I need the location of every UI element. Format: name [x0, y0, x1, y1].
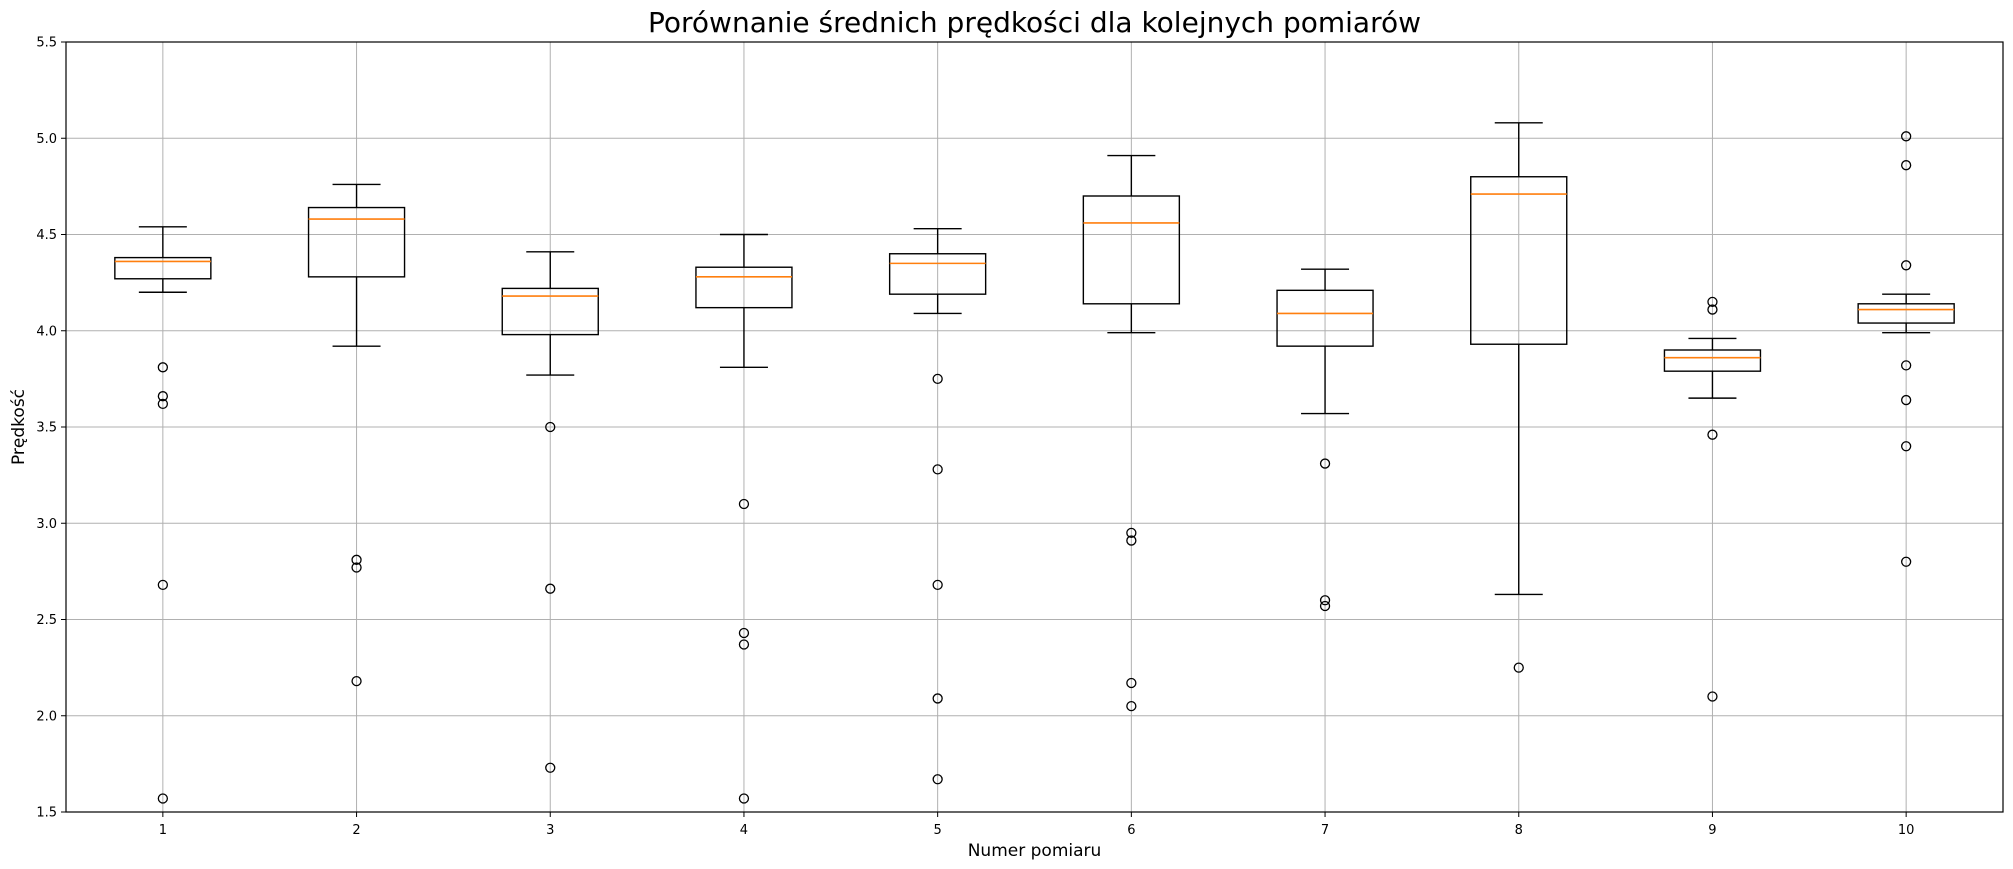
outlier-point [545, 583, 556, 594]
y-tick-label: 3.5 [36, 421, 57, 436]
x-axis-label: Numer pomiaru [968, 841, 1102, 861]
outlier-point [1126, 677, 1137, 689]
outlier-point [1707, 296, 1718, 308]
iqr-box [695, 266, 793, 309]
outlier-point [1901, 394, 1912, 406]
outlier-point [1126, 700, 1137, 712]
outlier-point [1901, 360, 1912, 371]
box-group-3 [501, 251, 599, 773]
x-tick-label: 7 [1321, 823, 1329, 838]
iqr-box [1663, 349, 1762, 372]
iqr-box [501, 287, 599, 336]
outlier-point [738, 498, 750, 510]
outlier-point [1901, 556, 1912, 567]
box-group-9 [1663, 296, 1762, 702]
outlier-point [157, 398, 169, 410]
outlier-point [157, 391, 169, 402]
box-group-5 [888, 228, 987, 785]
y-ticks: 1.5 2.0 2.5 3.0 3.5 4.0 4.5 5.0 5.5 [36, 36, 66, 821]
y-tick-label: 5.0 [36, 132, 57, 147]
x-tick-label: 2 [352, 823, 360, 838]
outlier-point [738, 639, 750, 650]
iqr-box [114, 256, 212, 280]
outlier-point [157, 362, 169, 373]
y-tick-label: 1.5 [36, 806, 57, 821]
outlier-point [1319, 600, 1331, 612]
outlier-point [1707, 304, 1718, 315]
box-group-1 [114, 226, 212, 804]
iqr-box [1082, 195, 1181, 305]
iqr-box [307, 206, 406, 278]
box-group-8 [1470, 122, 1568, 673]
box-group-4 [695, 233, 793, 804]
outlier-point [1901, 131, 1912, 142]
x-tick-label: 6 [1127, 823, 1135, 838]
outlier-point [351, 675, 362, 687]
outlier-point [545, 762, 556, 773]
x-tick-label: 8 [1515, 823, 1523, 838]
iqr-box [1276, 289, 1374, 347]
x-tick-label: 1 [159, 823, 167, 838]
outlier-point [738, 627, 750, 639]
outlier-point [1707, 691, 1718, 702]
y-axis-label: Prędkość [9, 389, 29, 465]
outlier-point [1126, 527, 1137, 539]
iqr-box [888, 253, 987, 295]
x-tick-label: 3 [546, 823, 554, 838]
y-tick-label: 4.0 [36, 324, 57, 339]
outlier-point [1901, 160, 1912, 171]
outlier-point [157, 579, 169, 590]
grid-layer [66, 41, 2003, 813]
iqr-box [1857, 303, 1955, 324]
outlier-point [351, 562, 362, 573]
chart-title: Porównanie średnich prędkości dla kolejn… [648, 6, 1421, 39]
outlier-point [545, 421, 556, 433]
outlier-point [1901, 260, 1912, 271]
y-tick-label: 3.0 [36, 517, 57, 532]
outlier-point [1319, 458, 1331, 469]
outlier-point [932, 774, 943, 785]
outlier-point [738, 793, 750, 804]
outlier-point [932, 579, 943, 590]
y-tick-label: 2.5 [36, 613, 57, 628]
outlier-point [1126, 535, 1137, 546]
box-group-10 [1857, 131, 1955, 567]
x-tick-label: 4 [740, 823, 748, 838]
outlier-point [1319, 595, 1331, 606]
box-group-2 [307, 183, 406, 687]
outlier-point [932, 464, 943, 475]
x-tick-label: 10 [1898, 823, 1915, 838]
outlier-point [1513, 662, 1524, 673]
outlier-point [932, 373, 943, 385]
iqr-box [1470, 176, 1568, 345]
box-group-7 [1276, 268, 1374, 612]
y-tick-label: 4.5 [36, 228, 57, 243]
y-tick-label: 2.0 [36, 709, 57, 724]
outlier-point [351, 554, 362, 565]
x-tick-label: 9 [1708, 823, 1716, 838]
box-group-6 [1082, 154, 1181, 712]
outlier-point [1707, 429, 1718, 440]
boxes-layer [114, 122, 1955, 804]
y-tick-label: 5.5 [36, 36, 57, 51]
x-tick-label: 5 [934, 823, 942, 838]
outlier-point [1901, 441, 1912, 452]
outlier-point [157, 793, 169, 804]
plot-frame [65, 41, 2004, 813]
outlier-point [932, 693, 943, 704]
x-ticks: 1 2 3 4 5 6 7 8 9 10 [159, 812, 1915, 838]
